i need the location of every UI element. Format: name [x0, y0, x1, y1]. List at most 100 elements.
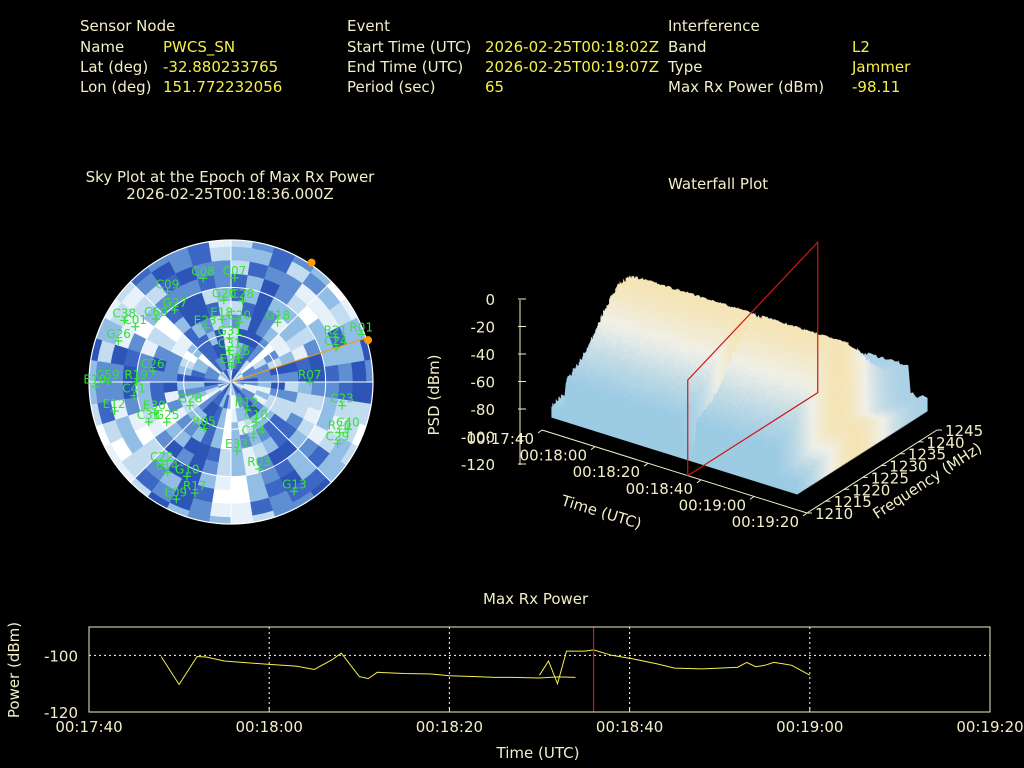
- power-x-tick-label: 00:19:00: [776, 718, 843, 736]
- jammer-dot: [307, 258, 316, 267]
- satellite-marker: [338, 401, 347, 410]
- interference-heading: Interference: [668, 17, 760, 35]
- satellite-marker: [148, 367, 157, 376]
- satellite-label: G13: [282, 477, 307, 491]
- sky-diagonal: [264, 415, 332, 483]
- event-end-label: End Time (UTC): [347, 58, 464, 76]
- satellite-marker: [233, 447, 242, 456]
- waterfall-title: Waterfall Plot: [668, 175, 769, 193]
- satellite-marker: [201, 323, 210, 332]
- frequency-tick-label: 1230: [889, 458, 927, 476]
- power-series-line: [539, 649, 811, 686]
- satellite-marker: [333, 439, 342, 448]
- satellite-marker: [91, 382, 100, 391]
- satellite-label: C20: [227, 309, 251, 323]
- time-tick: [696, 479, 702, 484]
- frequency-tick-label: 1235: [908, 446, 946, 464]
- frequency-tick-label: 1245: [945, 422, 983, 440]
- frequency-tick-label: 1240: [926, 434, 964, 452]
- satellite-label: E21: [220, 352, 243, 366]
- satellite-marker: [162, 418, 171, 427]
- satellite-label: G18: [266, 308, 291, 322]
- power-frame: [88, 626, 991, 713]
- satellite-marker: [273, 318, 282, 327]
- frequency-tick-label: 1220: [852, 481, 890, 499]
- satellite-marker: [225, 333, 234, 342]
- satellite-label: G10: [175, 462, 200, 476]
- sky-diagonal: [130, 415, 198, 483]
- power-series-line: [160, 652, 576, 686]
- satellite-marker: [225, 346, 234, 355]
- satellite-marker: [150, 408, 159, 417]
- satellite-marker: [144, 418, 153, 427]
- satellite-marker: [120, 316, 129, 325]
- event-start-value: 2026-02-25T00:18:02Z: [485, 38, 659, 56]
- power-axes: 00:17:40 00:18:00 00:18:20 00:18:40 00:19:00…: [5, 622, 1024, 762]
- satellite-marker: [335, 428, 344, 437]
- time-tick-label: 00:19:00: [679, 496, 746, 514]
- satellite-marker: [110, 407, 119, 416]
- sensor-name-value: PWCS_SN: [163, 38, 236, 56]
- event-end-value: 2026-02-25T00:19:07Z: [485, 58, 659, 76]
- satellite-marker: [132, 378, 141, 386]
- satellite-label: C23: [330, 392, 354, 406]
- psd-tick-label: -60: [471, 374, 496, 392]
- satellite-marker: [130, 391, 139, 400]
- satellite-label: R12: [235, 395, 259, 409]
- satellite-marker: [249, 433, 258, 442]
- satellite-marker: [357, 330, 366, 339]
- satellite-label: C25: [227, 344, 251, 358]
- time-axis: [541, 429, 808, 514]
- event-start-label: Start Time (UTC): [347, 38, 472, 56]
- satellite-marker: [152, 315, 161, 324]
- satellite-label: R01: [349, 321, 373, 335]
- satellite-label: R07: [298, 368, 322, 382]
- satellite-marker: [218, 315, 227, 324]
- satellite-marker: [163, 287, 172, 296]
- surface-slice: [551, 378, 798, 495]
- satellite-marker: [200, 424, 209, 433]
- satellite-label: R03: [247, 455, 271, 469]
- power-y-axis-label: Power (dBm): [5, 622, 23, 718]
- satellite-marker: [186, 401, 195, 410]
- interference-type-value: Jammer: [852, 58, 911, 76]
- satellite-label: R21: [324, 324, 348, 338]
- satellite-label: C26: [141, 357, 165, 371]
- interference-power-label: Max Rx Power (dBm): [668, 78, 825, 96]
- satellite-marker: [227, 362, 236, 371]
- waterfall-surface: [551, 275, 928, 495]
- satellite-label: C59: [96, 368, 120, 382]
- satellite-marker: [190, 489, 199, 498]
- satellite-marker: [172, 495, 181, 504]
- psd-tick-label: -20: [471, 319, 496, 337]
- satellite-label: C29: [326, 430, 350, 444]
- time-tick-label: 00:17:40: [467, 430, 534, 448]
- satellite-label: E30: [143, 399, 166, 413]
- time-tick: [643, 462, 649, 467]
- satellite-marker: [170, 305, 179, 314]
- satellite-label: R05: [192, 414, 216, 428]
- satellite-marker: [238, 296, 247, 305]
- frequency-tick-label: 1210: [815, 505, 853, 523]
- power-grid: [89, 627, 990, 712]
- satellite-marker: [103, 378, 112, 386]
- power-x-tick-label: 00:17:40: [55, 718, 122, 736]
- satellite-marker: [305, 378, 314, 386]
- satellite-marker: [163, 468, 172, 477]
- interference-band-label: Band: [668, 38, 707, 56]
- power-x-tick-label: 00:18:40: [596, 718, 663, 736]
- satellite-label: C09: [156, 278, 180, 292]
- satellite-label: C38: [112, 306, 136, 320]
- satellite-marker: [290, 487, 299, 496]
- time-tick-label: 00:18:40: [626, 480, 693, 498]
- interference-type-label: Type: [668, 58, 703, 76]
- interference-power-value: -98.11: [852, 78, 901, 96]
- satellite-marker: [158, 460, 167, 469]
- satellite-marker: [182, 472, 191, 481]
- satellite-label: E12: [103, 397, 126, 411]
- satellite-label: C22: [150, 450, 174, 464]
- psd-axis-label: PSD (dBm): [425, 354, 443, 435]
- satellite-label: C60: [144, 305, 168, 319]
- time-tick-label: 00:19:20: [732, 513, 799, 531]
